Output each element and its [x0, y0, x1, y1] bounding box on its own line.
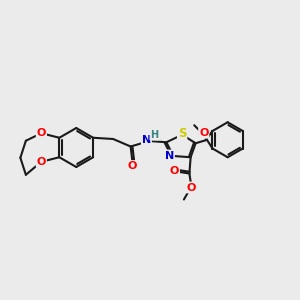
Text: O: O: [128, 161, 137, 171]
Text: N: N: [142, 135, 151, 145]
Text: N: N: [165, 151, 174, 160]
Text: S: S: [178, 127, 186, 140]
Text: O: O: [37, 128, 46, 138]
Text: O: O: [170, 166, 179, 176]
Text: O: O: [37, 157, 46, 167]
Text: O: O: [199, 128, 208, 138]
Text: O: O: [187, 182, 196, 193]
Text: H: H: [150, 130, 158, 140]
